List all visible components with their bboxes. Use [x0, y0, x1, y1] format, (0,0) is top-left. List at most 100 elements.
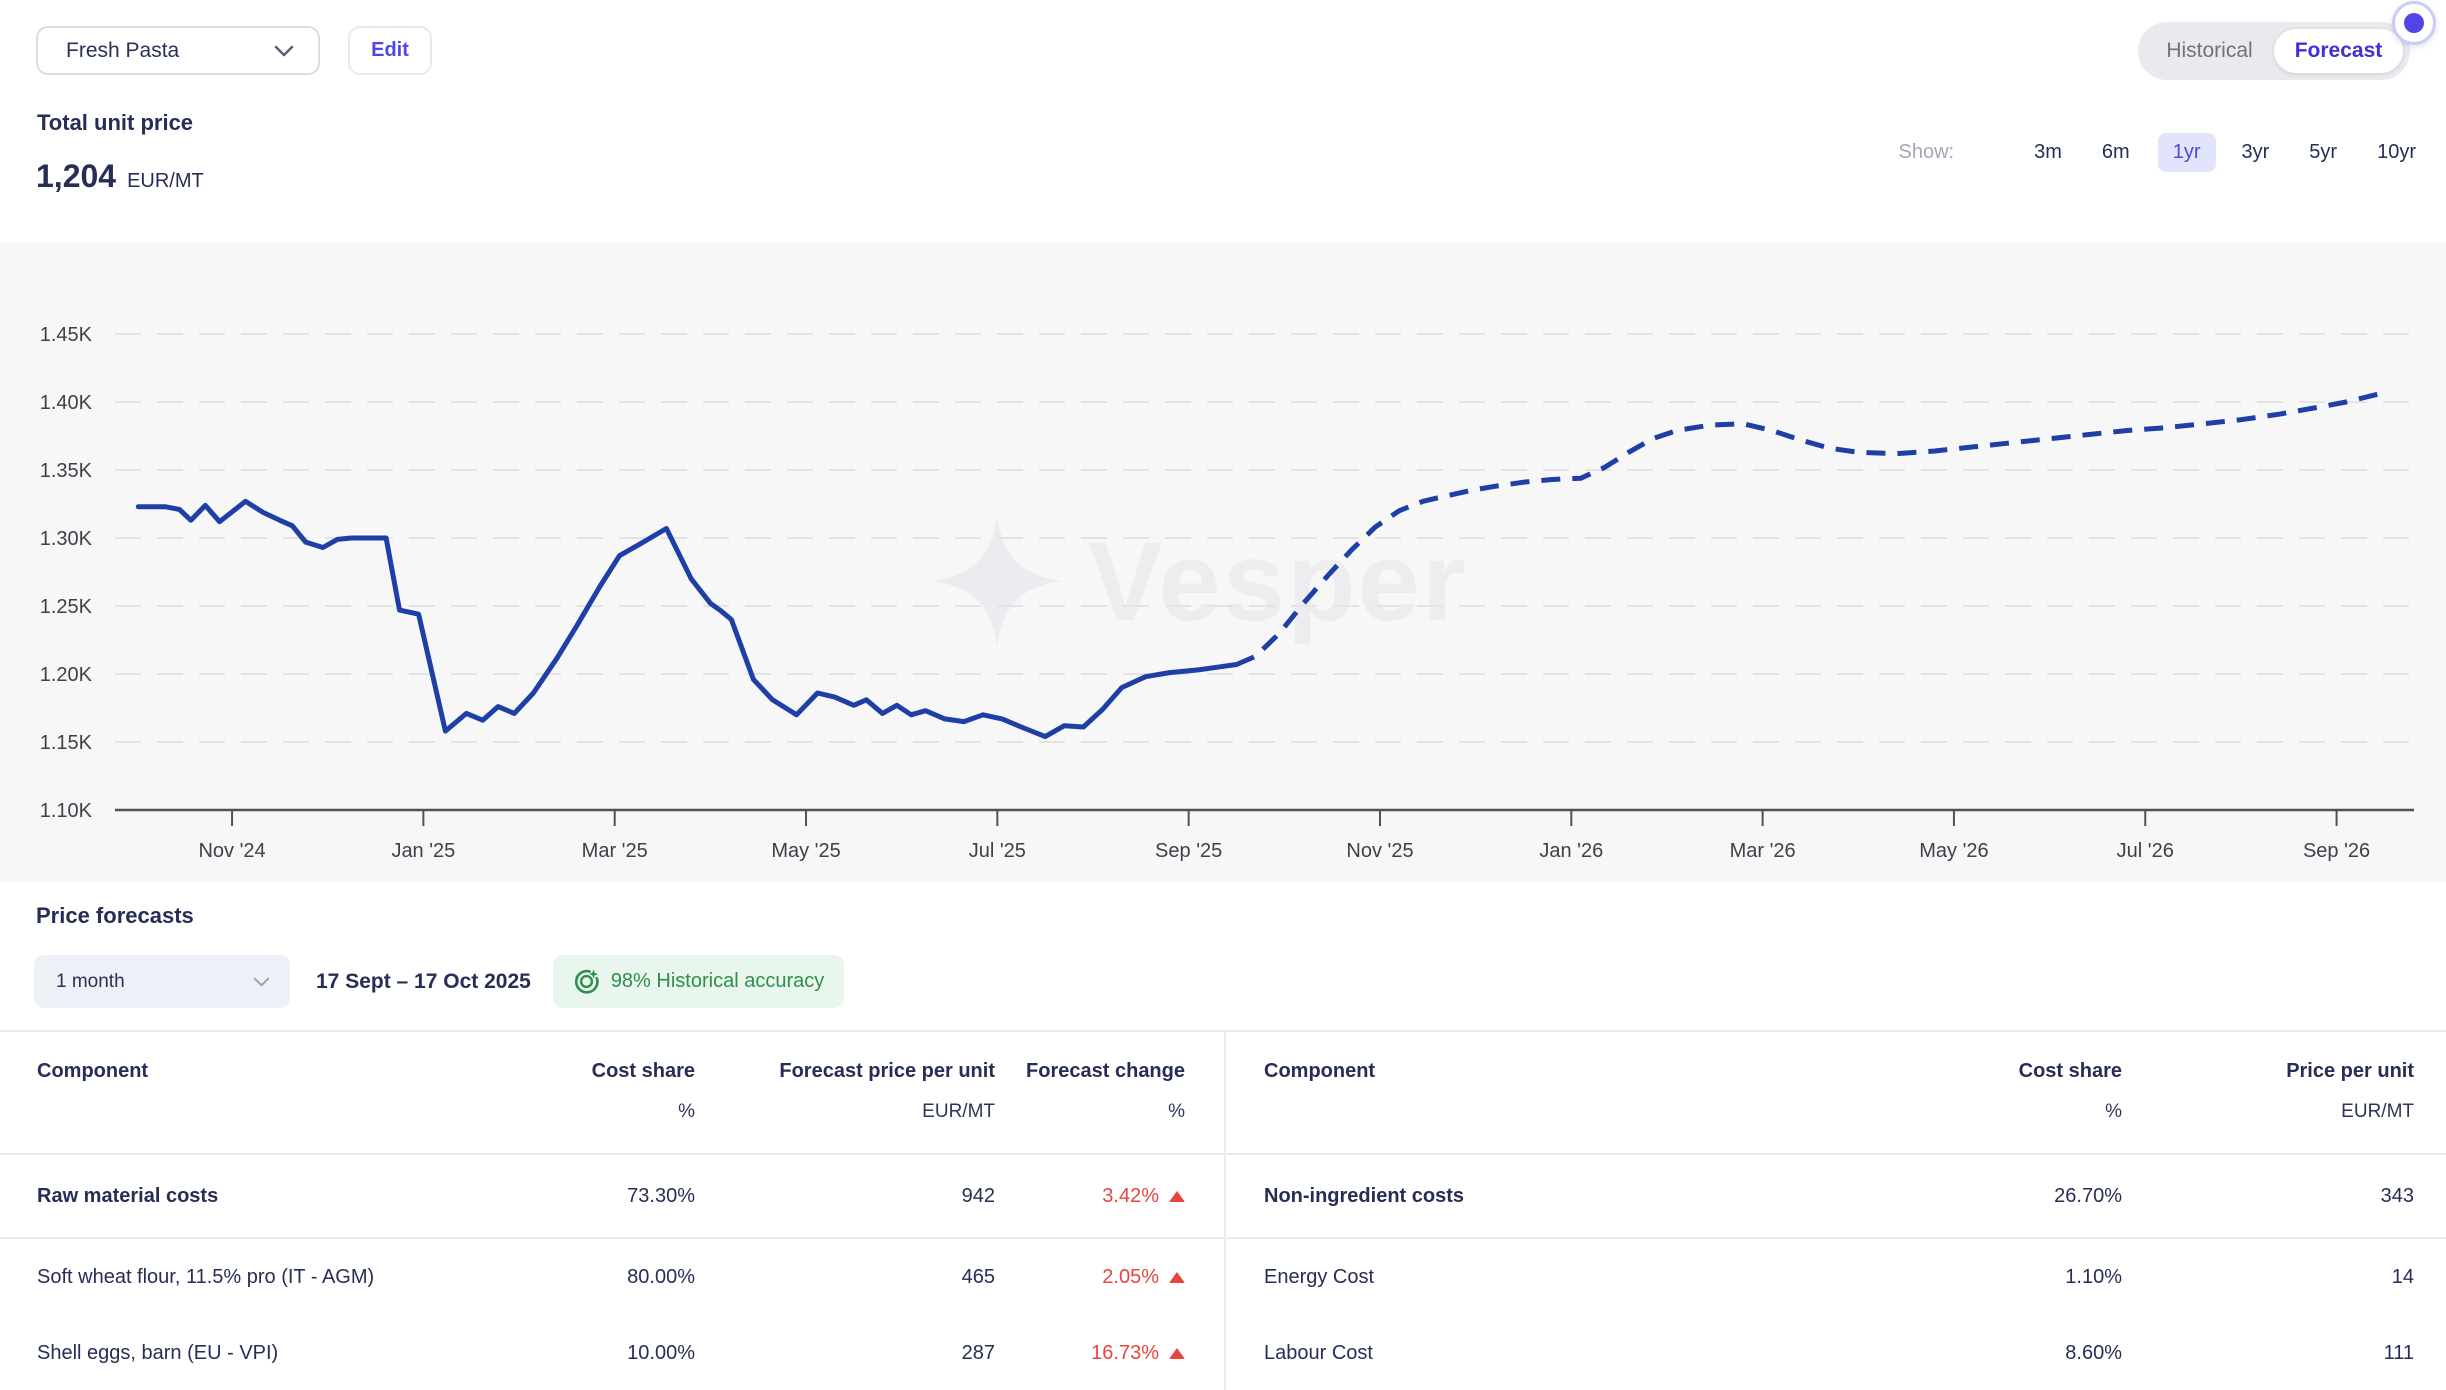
table-row: Labour Cost 8.60% 111 [1226, 1315, 2446, 1390]
range-option-10yr[interactable]: 10yr [2377, 141, 2416, 163]
y-axis-label: 1.10K [40, 800, 93, 822]
x-axis-label: May '25 [771, 840, 840, 862]
toggle-option-forecast[interactable]: Forecast [2274, 29, 2403, 73]
component-name: Raw material costs [37, 1184, 219, 1207]
component-name: Labour Cost [1264, 1341, 1373, 1364]
cost-share-value: 26.70% [2054, 1184, 2122, 1207]
arrow-up-icon [1169, 1190, 1185, 1202]
cost-share-value: 1.10% [2065, 1265, 2122, 1288]
table-row: Energy Cost 1.10% 14 [1226, 1239, 2446, 1315]
raw-material-table: Component Cost share% Forecast price per… [0, 1032, 1224, 1390]
product-select-value: Fresh Pasta [66, 38, 180, 62]
y-axis-label: 1.40K [40, 392, 93, 414]
x-axis-label: Sep '25 [1155, 840, 1222, 862]
forecast-controls: 1 month 17 Sept – 17 Oct 2025 98% Histor… [34, 955, 845, 1008]
range-option-1yr[interactable]: 1yr [2157, 133, 2216, 172]
range-option-6m[interactable]: 6m [2101, 141, 2130, 163]
col-forecast-change: Forecast change% [1026, 1060, 1185, 1122]
cost-component-tables: Component Cost share% Forecast price per… [0, 1030, 2446, 1390]
x-axis-label: Sep '26 [2303, 840, 2370, 862]
x-axis-label: Mar '26 [1730, 840, 1796, 862]
x-axis-label: Nov '25 [1346, 840, 1413, 862]
x-axis-label: Jan '25 [391, 840, 455, 862]
vesper-watermark: Vesper [932, 516, 1467, 646]
table-row: Raw material costs 73.30% 942 3.42% [0, 1155, 1224, 1239]
forecast-price-value: 465 [961, 1265, 995, 1288]
y-axis-label: 1.30K [40, 528, 93, 550]
x-axis-label: Jul '25 [969, 840, 1026, 862]
kpi-value: 1,204 [36, 158, 117, 194]
y-axis-label: 1.20K [40, 664, 93, 686]
price-value: 14 [2391, 1265, 2414, 1288]
price-forecasts-title: Price forecasts [36, 903, 194, 928]
range-option-3yr[interactable]: 3yr [2241, 141, 2270, 163]
show-label: Show: [1898, 141, 1955, 163]
col-component: Component [1264, 1060, 1376, 1082]
beacon-dot-icon [2404, 13, 2424, 33]
table-header: Component Cost share% Price per unit EUR/… [1226, 1032, 2446, 1155]
accuracy-check-icon [574, 969, 599, 994]
x-axis-label: Nov '24 [198, 840, 265, 862]
y-axis-label: 1.15K [40, 732, 93, 754]
forecast-line [1235, 391, 2381, 667]
range-selector: Show: 3m 6m 1yr 3yr 5yr 10yr [1899, 133, 2416, 172]
kpi-unit: EUR/MT [127, 170, 204, 192]
table-header: Component Cost share% Forecast price per… [0, 1032, 1224, 1155]
col-cost-share: Cost share% [2018, 1060, 2122, 1122]
component-name: Soft wheat flour, 11.5% pro (IT - AGM) [37, 1265, 375, 1288]
price-line-chart: Vesper 1.45K 1.40K 1.35K 1.30K 1.25K 1.20K 1.15… [40, 324, 2414, 862]
svg-text:Vesper: Vesper [1088, 519, 1467, 644]
forecast-period-value: 1 month [56, 970, 125, 992]
non-ingredient-table: Component Cost share% Price per unit EUR/… [1226, 1032, 2446, 1390]
arrow-up-icon [1169, 1271, 1185, 1283]
col-cost-share: Cost share% [591, 1060, 695, 1122]
historical-line [135, 498, 1239, 740]
cost-share-value: 80.00% [627, 1265, 695, 1288]
forecast-change-value: 16.73% [995, 1342, 1185, 1365]
range-option-5yr[interactable]: 5yr [2309, 141, 2338, 163]
table-row: Non-ingredient costs 26.70% 343 [1226, 1155, 2446, 1239]
kpi-label: Total unit price [37, 110, 194, 135]
y-axis-label: 1.35K [40, 460, 93, 482]
chevron-down-icon [253, 977, 270, 986]
notification-beacon[interactable] [2392, 1, 2436, 45]
component-name: Non-ingredient costs [1264, 1184, 1465, 1207]
table-row: Soft wheat flour, 11.5% pro (IT - AGM) 8… [0, 1239, 1224, 1315]
col-price-per-unit: Price per unit EUR/MT [2286, 1060, 2414, 1122]
price-value: 343 [2380, 1184, 2414, 1207]
edit-button[interactable]: Edit [348, 26, 432, 75]
forecast-change-value: 3.42% [995, 1185, 1185, 1208]
component-name: Energy Cost [1264, 1265, 1375, 1288]
component-name: Shell eggs, barn (EU - VPI) [37, 1341, 279, 1364]
toggle-option-historical[interactable]: Historical [2166, 39, 2253, 62]
forecast-price-value: 287 [961, 1341, 995, 1364]
col-forecast-price: Forecast price per unit EUR/MT [779, 1060, 995, 1122]
accuracy-badge: 98% Historical accuracy [552, 955, 845, 1008]
forecast-change-value: 2.05% [995, 1266, 1185, 1289]
cost-share-value: 8.60% [2065, 1341, 2122, 1364]
x-axis-label: May '26 [1919, 840, 1988, 862]
table-row: Shell eggs, barn (EU - VPI) 10.00% 287 1… [0, 1315, 1224, 1390]
forecast-price-value: 942 [961, 1184, 995, 1207]
cost-share-value: 10.00% [627, 1341, 695, 1364]
table-divider [1224, 1032, 1226, 1390]
forecast-date-range: 17 Sept – 17 Oct 2025 [316, 969, 531, 993]
col-component: Component [37, 1060, 149, 1082]
cost-share-value: 73.30% [627, 1184, 695, 1207]
price-chart-area[interactable]: Vesper 1.45K 1.40K 1.35K 1.30K 1.25K 1.20K 1.15… [0, 242, 2446, 882]
range-option-3m[interactable]: 3m [2034, 141, 2062, 163]
price-value: 111 [2383, 1341, 2414, 1364]
x-axis-label: Mar '25 [582, 840, 648, 862]
accuracy-badge-text: 98% Historical accuracy [610, 970, 825, 992]
forecast-period-select[interactable]: 1 month [34, 955, 290, 1008]
arrow-up-icon [1169, 1347, 1185, 1359]
product-select[interactable]: Fresh Pasta [36, 26, 320, 75]
view-toggle: Historical Forecast [2138, 22, 2410, 80]
x-axis-label: Jul '26 [2117, 840, 2174, 862]
x-axis-label: Jan '26 [1539, 840, 1603, 862]
y-axis-label: 1.25K [40, 596, 93, 618]
kpi-value-row: 1,204 EUR/MT [36, 158, 204, 195]
chevron-down-icon [274, 45, 294, 56]
y-axis-label: 1.45K [40, 324, 93, 346]
